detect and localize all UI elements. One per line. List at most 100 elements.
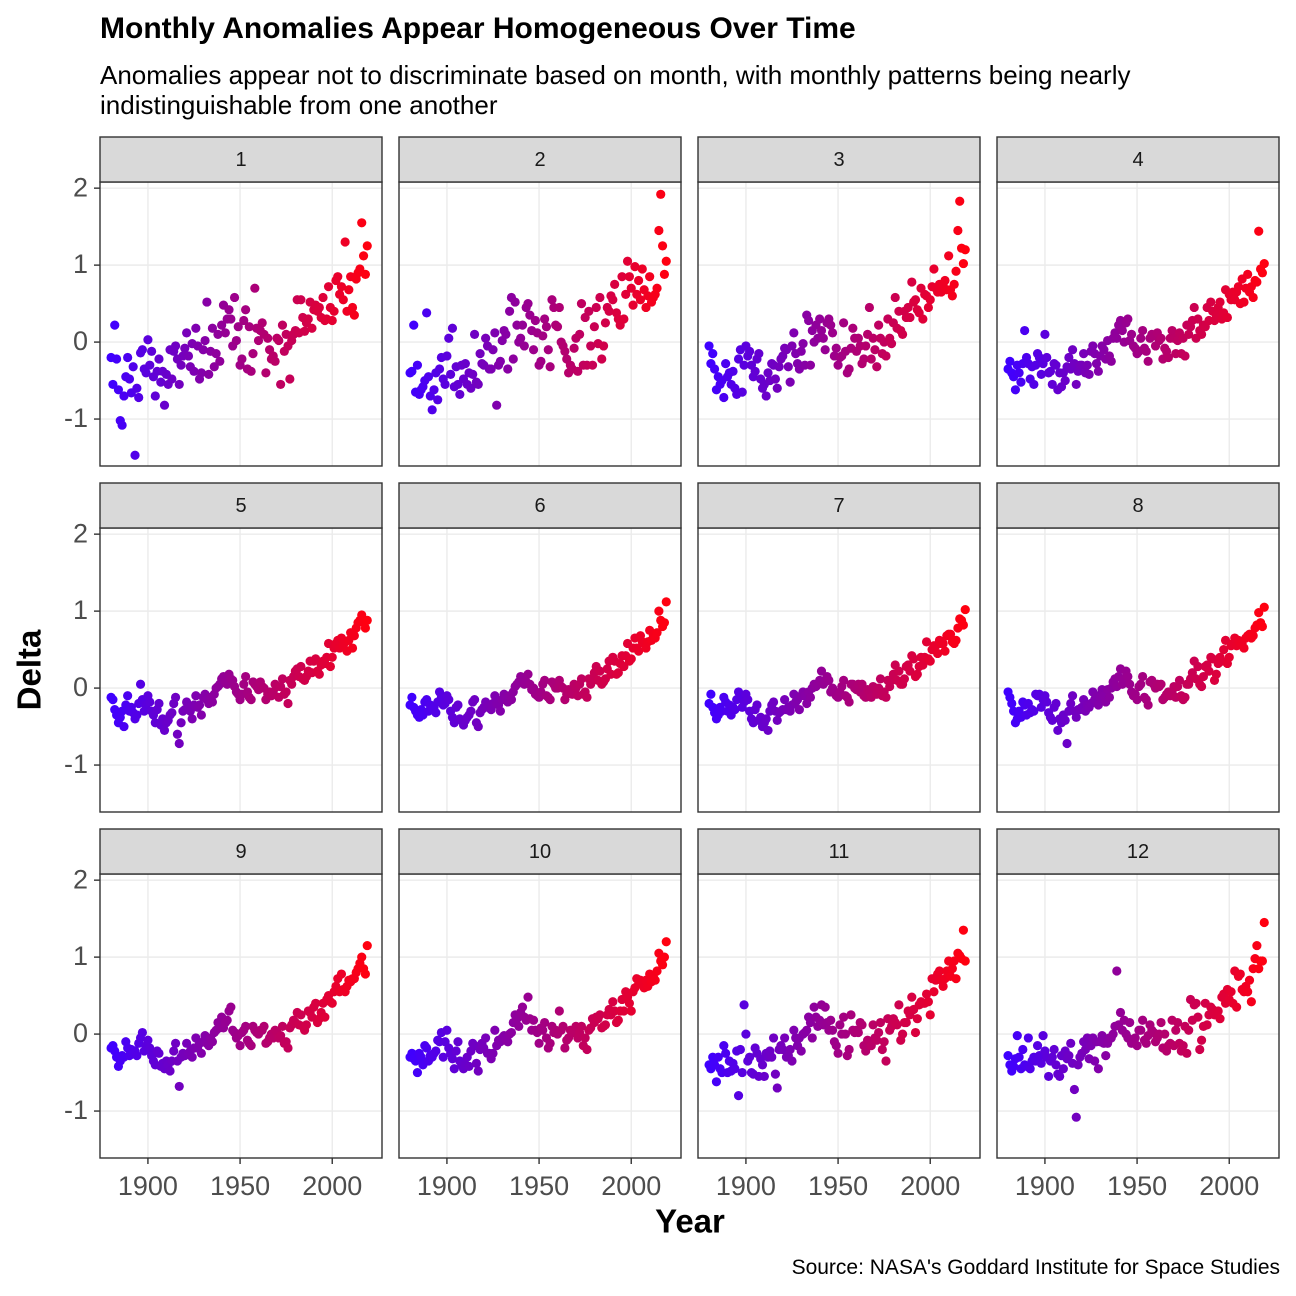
point [314,302,324,313]
point [241,671,251,682]
point [575,329,585,339]
point [1167,325,1177,336]
point [944,251,954,261]
point [134,392,144,403]
facet: 4 [996,136,1280,467]
point [787,1056,797,1066]
x-tick-label: 1900 [716,1171,776,1201]
point [1032,1041,1043,1051]
point [1044,1071,1054,1082]
point [1071,379,1081,390]
point [191,691,201,701]
point [191,323,201,333]
point [466,706,476,716]
point [433,395,443,405]
point [827,328,838,338]
point [327,998,337,1008]
point [159,400,170,410]
point [886,339,897,349]
point [277,320,288,330]
panel-background [997,528,1279,812]
chart-subtitle: Anomalies appear not to discriminate bas… [100,60,1131,120]
point [132,383,142,393]
point [1243,269,1253,279]
point [1123,314,1133,324]
facet: 9 -1 0 1 2 1900 1950 2000 [64,828,383,1201]
point [1016,377,1026,387]
point [929,264,939,274]
point [719,1041,729,1051]
point [1244,975,1255,985]
point [1202,1020,1212,1030]
point [123,352,133,363]
point [951,974,961,984]
point [737,387,747,397]
point [167,374,177,384]
point [826,320,836,330]
point [789,328,799,338]
point [1196,681,1207,692]
point [224,305,234,315]
point [1040,329,1050,339]
point [172,729,183,739]
point [147,346,157,356]
point [597,354,607,364]
point [349,631,359,641]
point [183,351,194,361]
point [1257,268,1268,278]
x-tick-label: 1950 [1107,1171,1167,1201]
point [1106,356,1116,366]
x-tick-label: 1900 [1015,1171,1075,1201]
point [119,391,129,401]
point [613,1015,623,1025]
facet: 2 [398,136,682,467]
point [621,289,631,299]
point [1215,297,1225,307]
point [412,360,423,370]
point [327,315,337,326]
point [145,1043,155,1053]
point [848,323,858,333]
point [853,1027,863,1038]
point [739,1000,749,1010]
point [661,256,671,266]
point [329,306,339,316]
point [246,366,256,376]
point [912,669,922,679]
point [1259,258,1269,269]
point [1189,302,1199,313]
point [1178,1041,1188,1051]
point [1082,360,1092,370]
facet-label: 3 [833,149,844,171]
point [816,325,827,336]
x-tick-label: 1900 [118,1171,178,1201]
y-tick-label: 1 [73,249,88,279]
point [296,295,306,305]
point [1088,341,1098,351]
point [1090,1056,1100,1066]
point [434,364,445,374]
point [503,1037,513,1047]
point [235,1041,245,1051]
point [630,262,640,272]
point [1184,329,1194,339]
facet: 6 [398,482,682,813]
point [600,318,611,328]
point [1193,661,1203,672]
point [589,322,599,332]
point [910,1027,921,1038]
point [1014,1052,1024,1062]
point [1060,375,1070,386]
point [119,721,129,732]
point [1047,715,1057,726]
point [510,297,520,307]
point [657,960,668,970]
point [1226,987,1236,997]
x-tick-label: 1950 [509,1171,569,1201]
point [528,345,539,355]
point [276,1031,286,1041]
point [538,331,548,341]
point [244,322,254,332]
point [659,269,670,279]
x-tick-label: 2000 [1199,1171,1259,1201]
